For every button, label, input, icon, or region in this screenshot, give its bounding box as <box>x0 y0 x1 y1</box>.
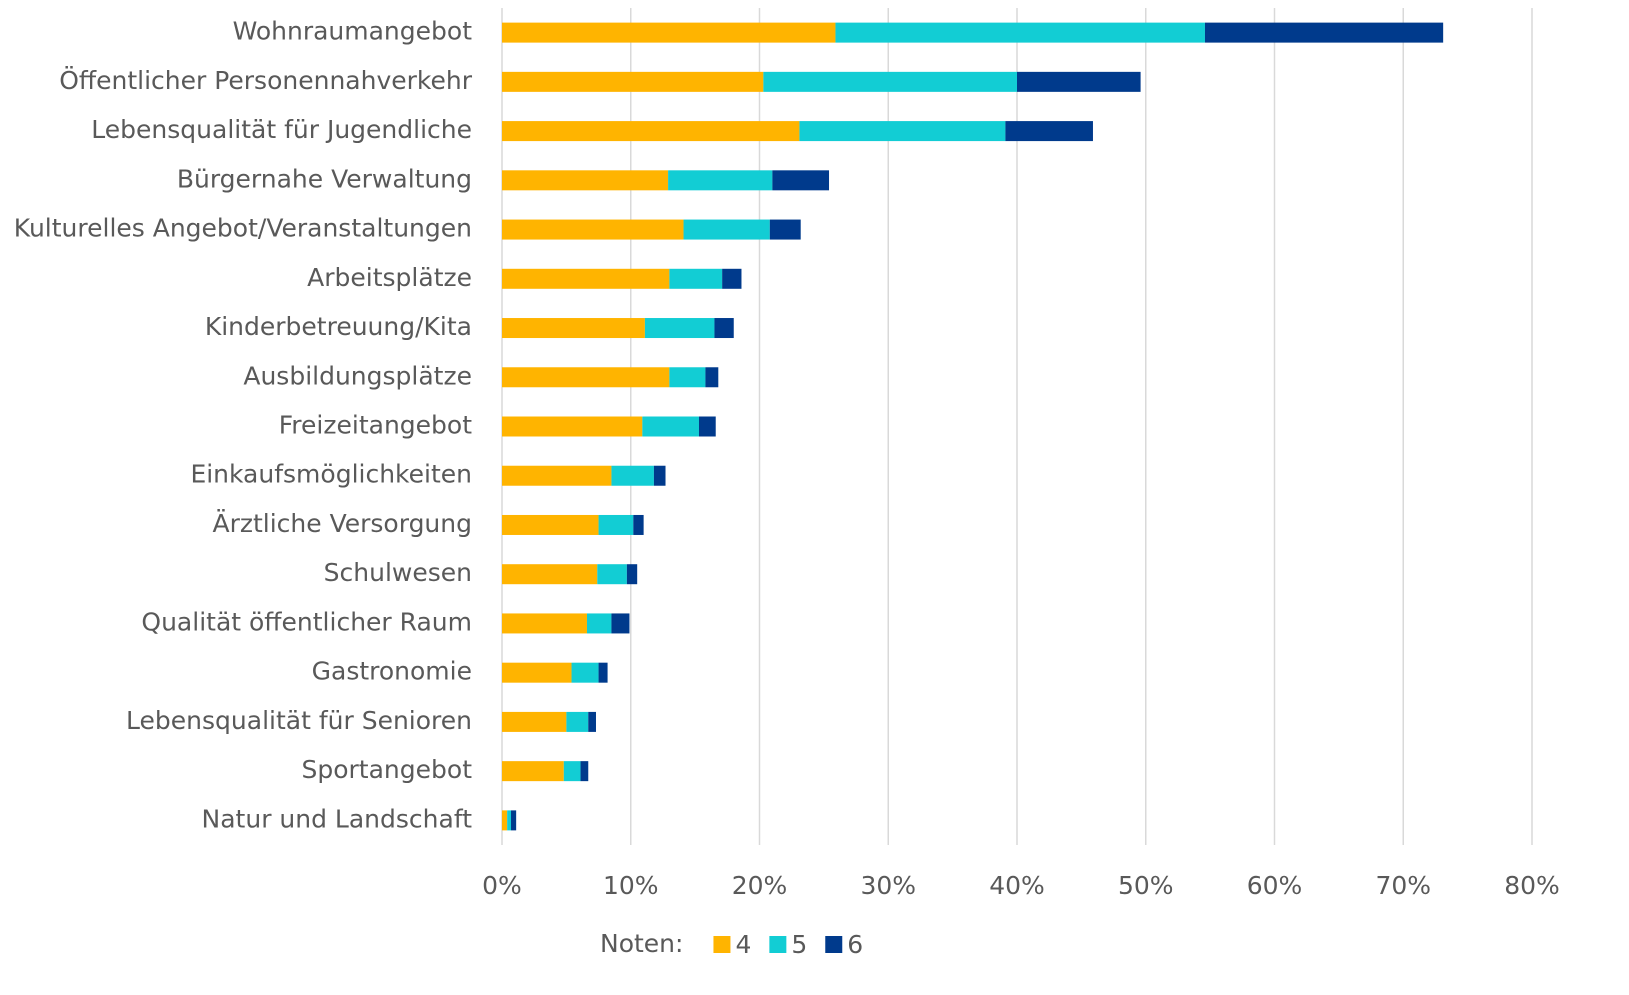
bar-segment <box>1005 121 1093 142</box>
y-tick-label: Qualität öffentlicher Raum <box>141 607 472 636</box>
x-tick-label: 60% <box>1247 871 1303 900</box>
y-tick-label: Kinderbetreuung/Kita <box>205 312 472 341</box>
legend-swatch <box>825 936 843 953</box>
y-tick-label: Ärztliche Versorgung <box>212 509 472 538</box>
bar-segment <box>502 662 572 683</box>
bar-segment <box>502 416 643 437</box>
bar-segment <box>799 121 1006 142</box>
legend-swatch <box>769 936 787 953</box>
bar-segment <box>502 268 670 289</box>
bar-segment <box>580 761 589 782</box>
bar-segment <box>566 711 589 732</box>
bar-segment <box>563 761 581 782</box>
bar-segment <box>835 22 1205 43</box>
bar-segment <box>611 465 654 486</box>
y-tick-label: Sportangebot <box>302 755 473 784</box>
y-tick-label: Ausbildungsplätze <box>243 361 472 390</box>
bar-segment <box>507 810 512 831</box>
bar-segment <box>722 268 742 289</box>
bar-segment <box>571 662 599 683</box>
bar-segment <box>705 367 719 388</box>
bar-segment <box>502 465 612 486</box>
x-tick-label: 50% <box>1118 871 1174 900</box>
bar-segment <box>763 71 1017 92</box>
bar-segment <box>502 810 508 831</box>
bar-segment <box>633 514 644 535</box>
x-tick-label: 20% <box>732 871 788 900</box>
bar-segment <box>502 613 587 634</box>
bar-segment <box>502 22 836 43</box>
bar-segment <box>597 564 627 585</box>
bar-segment <box>588 711 596 732</box>
y-tick-label: Arbeitsplätze <box>307 263 472 292</box>
bar-segment <box>669 268 723 289</box>
y-tick-label: Lebensqualität für Senioren <box>126 706 472 735</box>
bar-segment <box>502 761 564 782</box>
bar-segment <box>669 367 706 388</box>
y-tick-label: Bürgernahe Verwaltung <box>177 164 472 193</box>
bar-segment <box>502 121 800 142</box>
bar-segment <box>683 219 770 240</box>
x-tick-label: 30% <box>860 871 916 900</box>
x-tick-label: 40% <box>989 871 1045 900</box>
x-tick-label: 70% <box>1375 871 1431 900</box>
x-tick-label: 80% <box>1504 871 1560 900</box>
bar-segment <box>626 564 638 585</box>
bar-segment <box>598 662 608 683</box>
y-tick-label: Schulwesen <box>324 558 472 587</box>
y-tick-label: Lebensqualität für Jugendliche <box>91 115 472 144</box>
bar-segment <box>502 367 670 388</box>
y-tick-label: Öffentlicher Personennahverkehr <box>59 66 473 95</box>
bar-segment <box>1204 22 1444 43</box>
bar-segment <box>598 514 634 535</box>
bar-segment <box>1017 71 1141 92</box>
bar-segment <box>586 613 612 634</box>
bar-segment <box>611 613 630 634</box>
bar-segment <box>511 810 517 831</box>
legend-label: 5 <box>791 930 807 959</box>
bar-segment <box>772 170 830 191</box>
y-tick-label: Freizeitangebot <box>279 411 472 440</box>
bar-segment <box>502 219 684 240</box>
x-tick-label: 0% <box>482 871 522 900</box>
y-tick-label: Kulturelles Angebot/Veranstaltungen <box>14 214 472 243</box>
bar-segment <box>644 318 715 339</box>
bar-segment <box>502 711 567 732</box>
y-tick-label: Natur und Landschaft <box>202 804 473 833</box>
bar-segment <box>502 514 599 535</box>
bar-segment <box>769 219 801 240</box>
bar-segment <box>502 318 645 339</box>
x-tick-label: 10% <box>603 871 659 900</box>
bar-segment <box>668 170 773 191</box>
bar-segment <box>642 416 699 437</box>
bar-segment <box>502 564 598 585</box>
legend-title: Noten: <box>600 929 683 958</box>
bar-segment <box>502 170 669 191</box>
y-tick-label: Gastronomie <box>312 657 472 686</box>
bar-segment <box>502 71 764 92</box>
bar-segment <box>714 318 734 339</box>
y-tick-label: Einkaufsmöglichkeiten <box>190 460 472 489</box>
y-tick-label: Wohnraumangebot <box>233 17 473 46</box>
bar-segment <box>653 465 666 486</box>
bar-segment <box>698 416 716 437</box>
legend-label: 4 <box>735 930 751 959</box>
legend-swatch <box>713 936 731 953</box>
legend-label: 6 <box>847 930 863 959</box>
